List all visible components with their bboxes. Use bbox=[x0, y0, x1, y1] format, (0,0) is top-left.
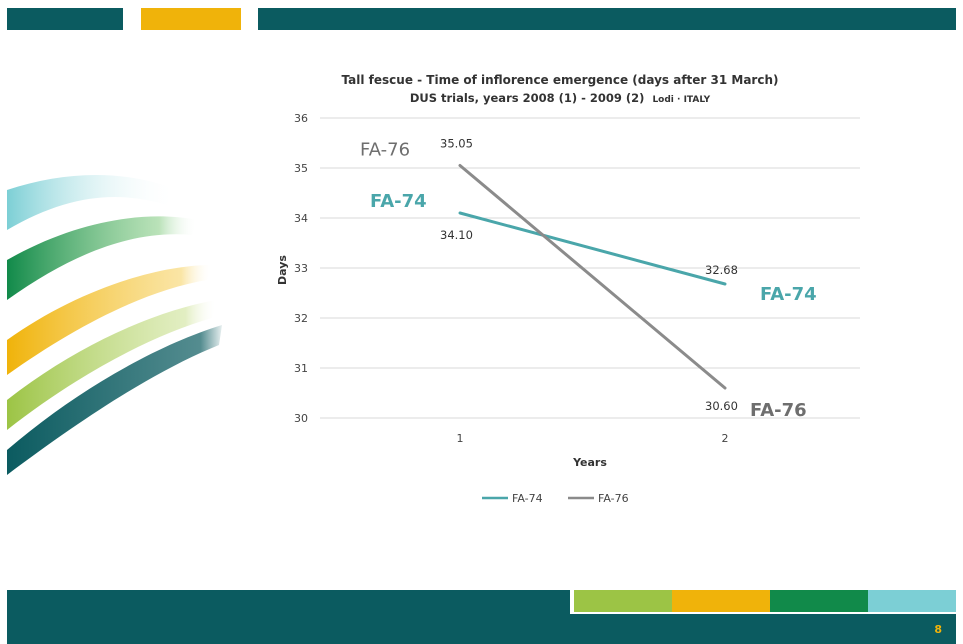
chart: Tall fescue - Time of inflorence emergen… bbox=[260, 60, 880, 530]
series-annotation-fa-76: FA-76 bbox=[750, 400, 807, 421]
series-annotation-fa-74: FA-74 bbox=[370, 191, 427, 212]
series-line-fa-74 bbox=[458, 211, 727, 286]
x-tick-label: 1 bbox=[457, 432, 464, 445]
y-tick-label: 34 bbox=[294, 212, 308, 225]
footer-strip-gold bbox=[672, 590, 770, 612]
top-bar-teal-left bbox=[7, 8, 123, 30]
y-tick-label: 32 bbox=[294, 312, 308, 325]
series-line-fa-76 bbox=[458, 164, 727, 390]
legend-label: FA-76 bbox=[598, 492, 629, 505]
data-label: 30.60 bbox=[705, 399, 738, 413]
y-tick-label: 35 bbox=[294, 162, 308, 175]
page-number: 8 bbox=[934, 623, 942, 636]
decorative-swoosh bbox=[7, 175, 222, 475]
data-label: 32.68 bbox=[705, 263, 738, 277]
series-annotation-fa-74: FA-74 bbox=[760, 284, 817, 305]
chart-subtitle-location: Lodi · ITALY bbox=[652, 95, 710, 105]
chart-title: Tall fescue - Time of inflorence emergen… bbox=[342, 73, 779, 87]
chart-subtitle-years: DUS trials, years 2008 (1) - 2009 (2) bbox=[410, 91, 645, 105]
y-tick-label: 31 bbox=[294, 362, 308, 375]
series-annotation-fa-76: FA-76 bbox=[360, 140, 410, 161]
top-bar-teal-right bbox=[258, 8, 956, 30]
y-axis-label: Days bbox=[276, 255, 289, 285]
data-label: 35.05 bbox=[440, 137, 473, 151]
y-tick-label: 33 bbox=[294, 262, 308, 275]
footer-strip-lime bbox=[574, 590, 672, 612]
footer-strip-green bbox=[770, 590, 868, 612]
data-label: 34.10 bbox=[440, 228, 473, 242]
chart-subtitle: DUS trials, years 2008 (1) - 2009 (2) Lo… bbox=[410, 91, 711, 105]
footer-strip-cyan bbox=[868, 590, 956, 612]
x-tick-label: 2 bbox=[722, 432, 729, 445]
legend-label: FA-74 bbox=[512, 492, 543, 505]
top-bar-gold bbox=[141, 8, 241, 30]
line-chart: Tall fescue - Time of inflorence emergen… bbox=[276, 73, 860, 505]
y-tick-label: 36 bbox=[294, 112, 308, 125]
x-axis-label: Years bbox=[572, 456, 607, 469]
y-tick-label: 30 bbox=[294, 412, 308, 425]
